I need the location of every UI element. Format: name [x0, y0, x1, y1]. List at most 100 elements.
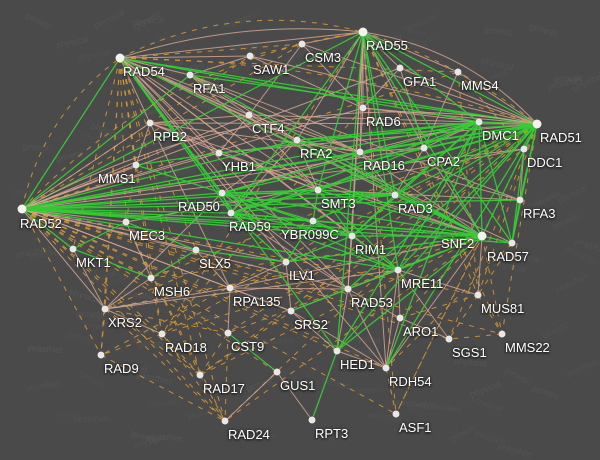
graph-node-rad9[interactable] [97, 351, 105, 359]
graph-node-rad24[interactable] [221, 417, 229, 425]
graph-node-rad17[interactable] [196, 371, 204, 379]
edge-yeastNet [21, 208, 232, 214]
edge-yeastNet [221, 192, 396, 196]
graph-node-rad57[interactable] [508, 239, 516, 247]
edge-yeastNet [362, 31, 538, 125]
graph-node-rad6[interactable] [359, 104, 367, 112]
graph-node-mms4[interactable] [454, 68, 462, 76]
graph-node-mus81[interactable] [474, 291, 482, 299]
graph-node-cst9[interactable] [224, 329, 232, 337]
graph-node-ddc1[interactable] [520, 145, 528, 153]
graph-node-rad50[interactable] [218, 189, 226, 197]
graph-node-rad3[interactable] [391, 191, 399, 199]
edge-yeastNet [21, 208, 353, 237]
graph-node-snf2[interactable] [477, 231, 487, 241]
edge-physical [21, 122, 151, 210]
graph-node-yhb1[interactable] [215, 149, 223, 157]
graph-node-ybr099c[interactable] [309, 217, 317, 225]
graph-node-rad16[interactable] [356, 148, 364, 156]
edge-genetic [227, 123, 538, 334]
graph-node-rad59[interactable] [227, 209, 235, 217]
graph-node-sgs1[interactable] [445, 335, 453, 343]
edge-yeastNet [347, 235, 483, 290]
graph-node-ctf4[interactable] [245, 111, 253, 119]
graph-node-rad54[interactable] [115, 53, 125, 63]
edge-yeastNet [150, 249, 197, 279]
edge-yeastNet [362, 31, 399, 271]
edge-physical [119, 57, 298, 141]
edge-yeastNet [478, 121, 483, 237]
graph-node-mkt1[interactable] [69, 245, 77, 253]
graph-node-rad52[interactable] [17, 204, 27, 214]
edge-yeastNet [125, 221, 197, 251]
edge-physical [119, 57, 387, 369]
edge-yeastNet [230, 189, 319, 214]
edge-genetic [362, 31, 538, 125]
edge-genetic [477, 123, 538, 296]
edge-yeastNet [336, 235, 483, 352]
edge-physical [72, 248, 106, 310]
edge-genetic [125, 164, 137, 223]
edge-yeastNet [317, 189, 353, 237]
graph-node-smt3[interactable] [314, 186, 322, 194]
edge-yeastNet [312, 189, 319, 222]
graph-node-msh6[interactable] [147, 274, 155, 282]
graph-node-gfa1[interactable] [396, 64, 404, 72]
graph-node-gus1[interactable] [273, 368, 281, 376]
graph-node-mec3[interactable] [122, 218, 130, 226]
edge-physical [296, 139, 319, 191]
graph-node-xrs2[interactable] [101, 305, 109, 313]
graph-node-rpt3[interactable] [308, 416, 316, 424]
graph-node-rad53[interactable] [344, 285, 352, 293]
edge-physical [229, 287, 292, 312]
edge-yeastNet [21, 208, 74, 250]
graph-node-hed1[interactable] [333, 347, 341, 355]
graph-node-rfa1[interactable] [186, 71, 194, 79]
graph-node-srs2[interactable] [287, 307, 295, 315]
graph-node-rim1[interactable] [348, 232, 356, 240]
edge-yeastNet [21, 199, 521, 210]
edge-physical [195, 249, 231, 289]
graph-node-asf1[interactable] [392, 410, 400, 418]
edge-yeastNet [21, 208, 399, 271]
edge-physical [385, 235, 483, 369]
graph-node-rad55[interactable] [358, 27, 368, 37]
edge-physical [362, 31, 459, 73]
edge-genetic [362, 31, 479, 296]
edge-yeastNet [312, 220, 353, 237]
graph-node-rpb2[interactable] [146, 119, 154, 127]
graph-node-ilv1[interactable] [282, 258, 290, 266]
graph-node-mms22[interactable] [498, 330, 506, 338]
edge-yeastNet [230, 31, 364, 214]
graph-node-rfa3[interactable] [516, 196, 524, 204]
edge-genetic [119, 43, 303, 59]
graph-node-rfa2[interactable] [293, 136, 301, 144]
graph-node-dmc1[interactable] [475, 118, 483, 126]
edge-genetic [21, 57, 121, 210]
graph-node-aro1[interactable] [396, 314, 404, 322]
edge-physical [397, 269, 401, 319]
edge-physical [362, 31, 538, 125]
graph-node-mms1[interactable] [132, 161, 140, 169]
graph-node-rdh54[interactable] [382, 364, 390, 372]
edge-yeastNet [21, 151, 361, 210]
graph-node-slx5[interactable] [192, 246, 200, 254]
graph-node-rpa135[interactable] [226, 284, 234, 292]
graph-node-cpa2[interactable] [420, 144, 428, 152]
graph-node-rad18[interactable] [158, 330, 166, 338]
edge-yeastNet [21, 194, 396, 210]
edge-physical [21, 67, 401, 210]
edge-genetic [199, 374, 226, 422]
edge-genetic [21, 208, 338, 352]
graph-node-rad51[interactable] [532, 119, 542, 129]
edge-physical [248, 43, 303, 116]
edge-physical [290, 310, 338, 352]
edge-genetic [477, 294, 503, 335]
edge-yeastNet [135, 164, 223, 194]
graph-node-saw1[interactable] [246, 52, 254, 60]
edge-physical [119, 28, 364, 59]
graph-node-mre11[interactable] [394, 266, 402, 274]
graph-node-csm3[interactable] [298, 40, 306, 48]
edge-physical [119, 57, 353, 237]
